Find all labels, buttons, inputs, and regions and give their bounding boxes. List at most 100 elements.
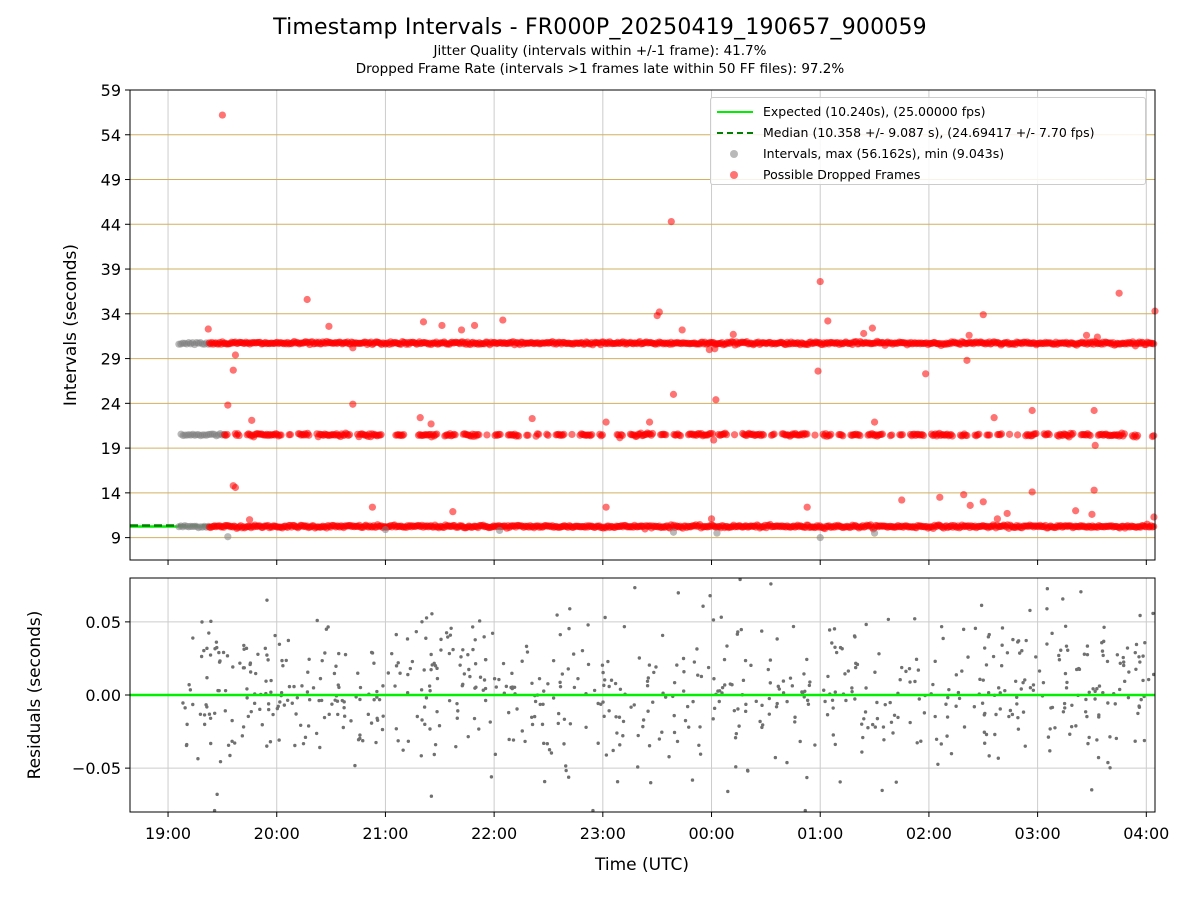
residual-point [1115, 653, 1120, 657]
residual-point [252, 701, 257, 706]
residual-point [775, 637, 779, 641]
residual-point [913, 617, 917, 621]
dropped-frame-outlier-point [966, 501, 974, 509]
dropped-frame-outlier-point [936, 493, 944, 501]
dropped-frame-point-band-1 [475, 431, 483, 439]
residual-point [806, 702, 811, 706]
residual-point [732, 708, 737, 713]
residual-point [734, 731, 739, 736]
residual-point [493, 752, 498, 757]
residual-point [423, 722, 427, 727]
residual-point [1016, 715, 1020, 720]
residual-point [1141, 678, 1145, 683]
residual-point [646, 709, 650, 713]
residual-point [584, 725, 588, 729]
residual-point [269, 678, 273, 683]
dropped-frame-point-band-1 [722, 431, 731, 439]
residual-point [381, 684, 385, 688]
residual-point [1065, 680, 1069, 685]
residual-point [706, 665, 711, 670]
residual-point [966, 655, 970, 659]
residual-point [265, 744, 269, 748]
residual-point [615, 780, 620, 784]
residual-point [483, 657, 488, 662]
residual-point [602, 683, 606, 688]
residual-point [636, 733, 640, 738]
dropped-frame-outlier-point [204, 325, 212, 333]
residual-point [615, 731, 619, 735]
dropped-frame-point-band-1 [839, 432, 847, 440]
residual-point [207, 631, 211, 635]
dropped-frame-point-band-1 [662, 431, 670, 439]
residual-point [681, 689, 686, 693]
dropped-frame-point-band-1 [919, 431, 928, 440]
residual-point [549, 751, 554, 755]
y-tick-label-residuals: −0.05 [72, 759, 121, 778]
residual-point [712, 706, 717, 711]
residual-point [785, 760, 789, 765]
residual-point [202, 713, 207, 717]
residual-point [226, 743, 231, 748]
dropped-frame-point-band-1 [649, 429, 657, 438]
dropped-frame-point-band-1 [878, 430, 886, 438]
dropped-frame-outlier-point [602, 503, 610, 511]
residual-point [776, 684, 780, 689]
residual-point [275, 706, 280, 711]
interval-outlier-point [870, 529, 879, 537]
residual-point [1096, 755, 1101, 760]
residual-point [542, 689, 546, 693]
residual-point [506, 710, 511, 715]
residual-point [982, 713, 987, 717]
residual-point [435, 709, 439, 714]
residual-point [697, 743, 701, 747]
residual-point [471, 647, 475, 652]
residual-point [629, 705, 633, 709]
dropped-frame-point-band-1 [618, 431, 626, 439]
residual-point [538, 702, 542, 707]
residual-point [987, 754, 991, 758]
dropped-frame-point-band-1 [997, 430, 1006, 438]
residuals-axes: 19:00 20:00 21:00 22:00 23:00 00:00 01:00 02:00… [25, 577, 1169, 875]
residual-point [406, 672, 410, 677]
residual-point [949, 751, 954, 756]
residual-point [972, 705, 977, 709]
residual-point [852, 634, 857, 638]
residual-point [230, 739, 234, 743]
y-tick-label-intervals: 29 [101, 350, 121, 369]
residual-point [396, 661, 400, 665]
residual-point [470, 625, 475, 629]
dropped-frame-point-band-1 [433, 430, 441, 438]
residual-point [455, 701, 459, 706]
residual-point [1031, 683, 1036, 687]
residual-point [873, 725, 878, 729]
residual-point [532, 714, 537, 719]
residual-point [337, 651, 341, 656]
residual-point [245, 696, 249, 700]
residual-point [1000, 643, 1004, 647]
dropped-frame-point-band-1 [803, 430, 811, 438]
residual-point [428, 689, 432, 693]
residual-point [632, 703, 636, 707]
dropped-frame-point-band-1 [1120, 430, 1128, 438]
residual-point [292, 684, 296, 689]
residual-point [844, 698, 848, 703]
residual-point [369, 650, 374, 655]
residual-point [525, 650, 530, 654]
residual-point [696, 673, 700, 677]
residual-point [356, 671, 360, 675]
residual-point [961, 627, 966, 632]
residual-point [999, 664, 1004, 668]
residual-point [420, 718, 424, 722]
residual-point [621, 734, 625, 738]
residual-point [459, 655, 463, 659]
residual-point [1085, 644, 1090, 648]
residual-point [507, 737, 511, 742]
residual-point [230, 718, 234, 723]
residual-point [1023, 744, 1027, 748]
residual-point [830, 698, 835, 702]
residual-point [542, 741, 546, 746]
residual-point [586, 623, 590, 627]
dropped-frame-point-band-1 [888, 431, 896, 439]
residual-point [301, 741, 306, 746]
residual-point [788, 676, 793, 680]
